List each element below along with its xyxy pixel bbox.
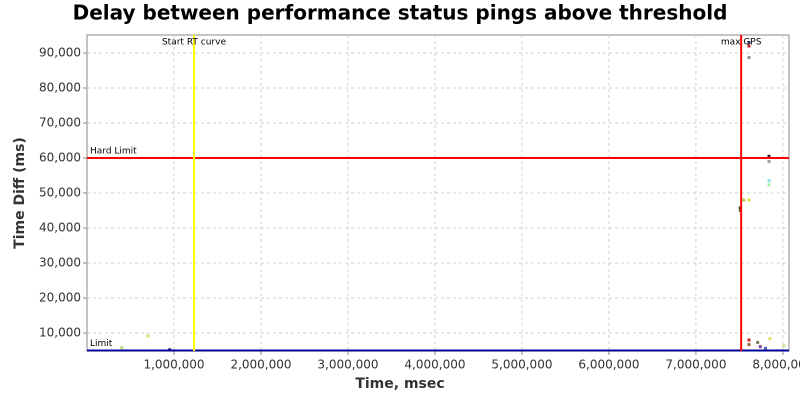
point (742, 198, 746, 202)
x-tick-label: 6,000,000 (578, 358, 639, 372)
point (767, 183, 771, 187)
y-tick-label: 30,000 (39, 256, 81, 270)
y-tick-label: 80,000 (39, 80, 81, 94)
marker-label: max GPS (721, 38, 762, 48)
x-axis-label: Time, msec (355, 376, 444, 392)
point (768, 337, 772, 341)
marker-label: Start RT curve (162, 38, 226, 48)
y-tick-label: 40,000 (39, 221, 81, 235)
y-tick-label: 70,000 (39, 115, 81, 129)
point (764, 346, 768, 350)
x-tick-label: 3,000,000 (317, 358, 378, 372)
y-tick-label: 50,000 (39, 186, 81, 200)
y-tick-label: 10,000 (39, 326, 81, 340)
point (747, 44, 751, 48)
x-tick-label: 5,000,000 (491, 358, 552, 372)
y-tick-label: 90,000 (39, 45, 81, 59)
point (782, 344, 786, 348)
y-axis-label: Time Diff (ms) (12, 137, 28, 249)
point (747, 338, 751, 342)
point (747, 343, 751, 347)
y-tick-label: 20,000 (39, 291, 81, 305)
point (747, 198, 751, 202)
point (747, 56, 751, 60)
point (747, 40, 751, 44)
x-tick-label: 2,000,000 (230, 358, 291, 372)
point (758, 345, 762, 349)
x-tick-label: 7,000,000 (665, 358, 726, 372)
point (767, 154, 771, 158)
point (120, 346, 124, 350)
point (767, 179, 771, 183)
threshold-label: Limit (90, 339, 113, 349)
x-tick-label: 1,000,000 (143, 358, 204, 372)
y-tick-label: 60,000 (39, 150, 81, 164)
threshold-label: Hard Limit (90, 146, 137, 156)
x-tick-label: 4,000,000 (404, 358, 465, 372)
point (146, 334, 150, 338)
chart-title: Delay between performance status pings a… (73, 1, 728, 25)
point (756, 340, 760, 344)
point (767, 159, 771, 163)
x-tick-label: 8,000,000 (752, 358, 800, 372)
